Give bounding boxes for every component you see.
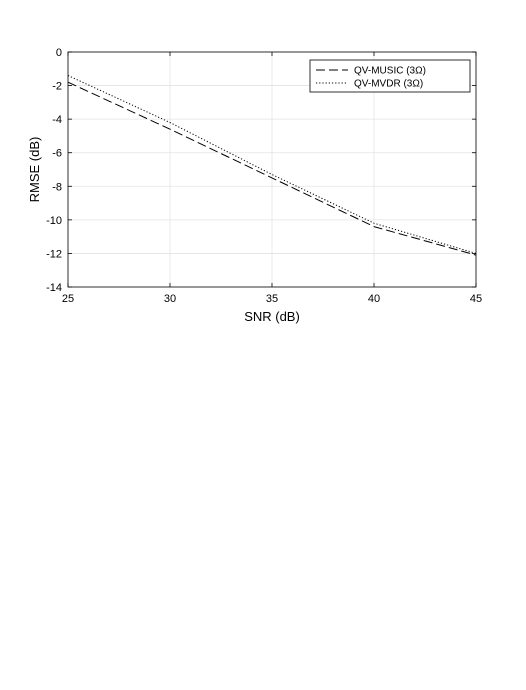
- x-axis-label: SNR (dB): [244, 309, 300, 324]
- y-tick-label: -8: [52, 181, 62, 193]
- x-tick-label: 25: [62, 293, 74, 305]
- y-tick-label: 0: [56, 47, 62, 59]
- series-line-1: [67, 75, 477, 254]
- series-lines: [67, 75, 477, 256]
- y-tick-label: -2: [52, 81, 62, 93]
- y-tick-label: -6: [52, 148, 62, 160]
- y-tick-label: -4: [52, 114, 62, 126]
- x-tick-label: 45: [470, 293, 482, 305]
- x-tick-label: 35: [266, 293, 278, 305]
- legend-label-qv-mvdr: QV-MVDR (3Ω): [354, 79, 423, 90]
- legend: QV-MUSIC (3Ω) QV-MVDR (3Ω): [309, 59, 471, 93]
- x-tick-label: 40: [368, 293, 380, 305]
- axis-ticks: [67, 51, 477, 288]
- y-tick-label: -14: [46, 282, 62, 294]
- legend-box: [309, 59, 471, 93]
- y-tick-label: -12: [46, 248, 62, 260]
- y-tick-label: -10: [46, 215, 62, 227]
- legend-label-qv-music: QV-MUSIC (3Ω): [354, 66, 426, 77]
- y-axis-label: RMSE (dB): [27, 137, 42, 203]
- tick-labels: 25 30 35 40 45 0 -2 -4 -6 -8 -10 -12 -14: [46, 47, 482, 305]
- x-tick-label: 30: [164, 293, 176, 305]
- series-line-0: [67, 81, 477, 256]
